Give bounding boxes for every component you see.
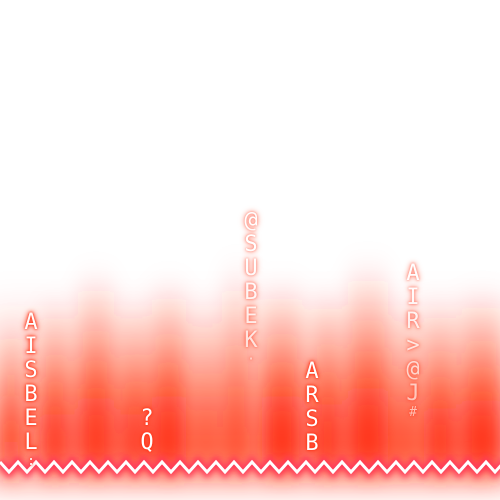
glyph: S xyxy=(20,359,42,383)
glyph: A xyxy=(402,262,424,286)
glyph-column-5: A I R > @ J # xyxy=(402,262,424,420)
glyph: B xyxy=(301,432,323,456)
glyph: ? xyxy=(136,407,158,431)
glyph: A xyxy=(20,311,42,335)
glyph: A xyxy=(301,360,323,384)
glyph: Q xyxy=(136,431,158,455)
glyph: J xyxy=(402,382,424,406)
glyph: I xyxy=(20,335,42,359)
glyph: L xyxy=(20,431,42,455)
glyph: @ xyxy=(240,209,262,233)
glyph: I xyxy=(402,286,424,310)
glyph-column-2: ? Q xyxy=(136,407,158,455)
zigzag-line xyxy=(0,462,500,472)
glyph-column-3: @ S U B E K · xyxy=(240,209,262,367)
glyph: R xyxy=(402,310,424,334)
glyph: U xyxy=(240,257,262,281)
glyph: : xyxy=(20,455,42,469)
glyph: S xyxy=(240,233,262,257)
glyph: E xyxy=(240,305,262,329)
glyph: B xyxy=(20,383,42,407)
glyph: R xyxy=(301,384,323,408)
glyph: # xyxy=(402,406,424,420)
glyph: · xyxy=(240,353,262,367)
glyph: S xyxy=(301,408,323,432)
glyph: > xyxy=(402,334,424,358)
glyph: E xyxy=(20,407,42,431)
glyph: K xyxy=(240,329,262,353)
glyph: @ xyxy=(402,358,424,382)
glyph: B xyxy=(240,281,262,305)
